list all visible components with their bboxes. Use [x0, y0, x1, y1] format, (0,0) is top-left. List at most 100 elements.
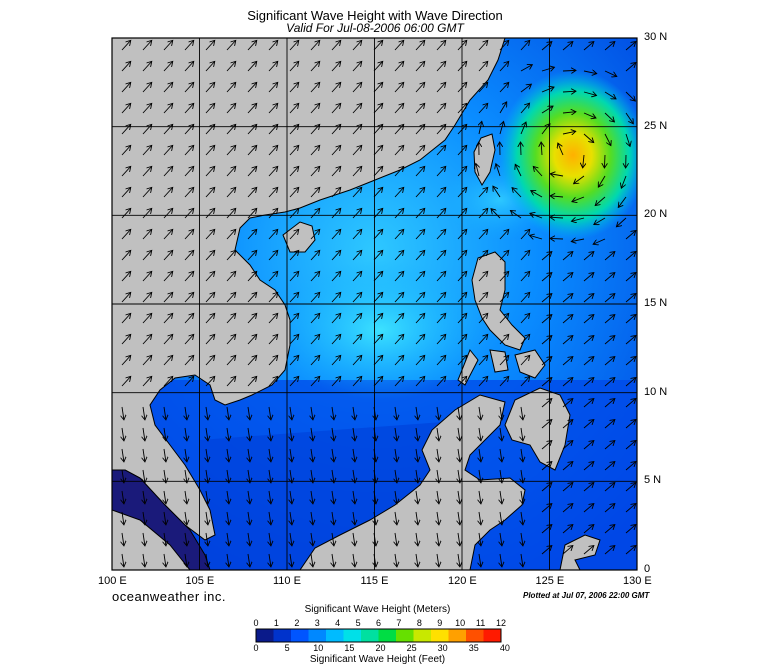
- colorbar-swatch: [448, 629, 467, 642]
- wave-arrow: [415, 208, 425, 219]
- wave-arrow: [184, 250, 194, 261]
- wave-arrow: [520, 376, 530, 387]
- wave-arrow: [226, 166, 236, 177]
- wave-arrow: [604, 483, 615, 492]
- wave-arrow: [500, 427, 502, 441]
- wave-arrow: [352, 355, 362, 366]
- wave-arrow: [247, 355, 257, 366]
- wave-arrow: [520, 84, 531, 93]
- wave-arrow: [436, 292, 446, 303]
- wave-arrow: [290, 427, 292, 441]
- wave-arrow: [184, 187, 194, 198]
- wave-arrow: [583, 315, 594, 324]
- wave-arrow: [268, 334, 278, 345]
- wave-arrow: [416, 427, 418, 441]
- wave-arrow: [500, 469, 502, 483]
- lat-tick-label: 0: [644, 563, 651, 575]
- wave-arrow: [437, 490, 439, 504]
- wave-arrow: [268, 166, 278, 177]
- colorbar-title-meters: Significant Wave Height (Meters): [304, 604, 451, 615]
- wave-arrow: [562, 336, 573, 345]
- wave-arrow: [184, 208, 194, 219]
- wave-arrow: [510, 210, 522, 219]
- wave-arrow: [269, 406, 271, 420]
- wave-arrow: [499, 102, 507, 114]
- wave-arrow: [457, 292, 467, 303]
- wave-arrow: [604, 273, 615, 282]
- wave-arrow: [206, 427, 208, 441]
- wave-arrow: [437, 448, 439, 462]
- wave-arrow: [352, 103, 362, 114]
- wave-arrow: [352, 292, 362, 303]
- wave-arrow: [184, 124, 194, 135]
- wave-arrow: [247, 145, 257, 156]
- wave-arrow: [331, 229, 341, 240]
- wave-arrow: [583, 92, 597, 95]
- wave-arrow: [416, 469, 418, 483]
- wave-arrow: [374, 469, 376, 483]
- wave-arrow: [625, 504, 636, 513]
- wave-arrow: [185, 448, 187, 462]
- wave-arrow: [352, 187, 362, 198]
- wave-arrow: [479, 469, 481, 483]
- wave-arrow: [352, 376, 362, 387]
- wave-arrow: [625, 483, 636, 492]
- wave-arrow: [269, 448, 271, 462]
- wave-arrow: [121, 61, 131, 72]
- wave-maximum: [498, 70, 637, 240]
- wave-arrow: [604, 336, 615, 345]
- wave-arrow: [353, 448, 355, 462]
- wave-arrow: [394, 250, 404, 261]
- wave-arrow: [121, 82, 131, 93]
- wave-arrow: [310, 103, 320, 114]
- wave-arrow: [457, 313, 467, 324]
- colorbar-swatch: [413, 629, 432, 642]
- wave-arrow: [373, 82, 383, 93]
- wave-arrow: [226, 145, 236, 156]
- chart-subtitle: Valid For Jul-08-2006 06:00 GMT: [286, 21, 464, 35]
- colorbar-swatch: [396, 629, 414, 642]
- wave-arrow: [142, 61, 152, 72]
- lon-tick-label: 130 E: [623, 575, 652, 587]
- colorbar-meter-tick: 7: [396, 618, 401, 628]
- wave-arrow: [562, 357, 573, 366]
- wave-arrow: [625, 336, 636, 345]
- wave-arrow: [416, 532, 418, 546]
- wave-arrow: [541, 142, 542, 156]
- wave-arrow: [205, 61, 215, 72]
- lon-tick-label: 120 E: [448, 575, 477, 587]
- wave-arrow: [437, 553, 439, 567]
- wave-arrow: [205, 103, 215, 114]
- wave-arrow: [226, 82, 236, 93]
- colorbar-swatch: [256, 629, 274, 642]
- wave-arrow: [121, 376, 131, 387]
- wave-arrow: [583, 112, 596, 118]
- wave-arrow: [310, 313, 320, 324]
- wave-arrow: [163, 82, 173, 93]
- colorbar-title-feet: Significant Wave Height (Feet): [309, 654, 446, 665]
- wave-arrow: [478, 250, 488, 261]
- wave-arrow: [373, 292, 383, 303]
- wave-arrow: [331, 103, 341, 114]
- wave-arrow: [268, 40, 278, 51]
- wave-arrow: [142, 103, 152, 114]
- lon-tick-label: 110 E: [273, 575, 301, 587]
- wave-arrow: [289, 166, 299, 177]
- wave-arrow: [163, 376, 173, 387]
- wave-arrow: [436, 250, 446, 261]
- wave-arrow: [583, 357, 594, 366]
- wave-arrow: [415, 61, 425, 72]
- wave-arrow: [331, 313, 341, 324]
- wave-arrow: [206, 532, 208, 546]
- wave-arrow: [290, 490, 292, 504]
- wave-arrow: [247, 82, 257, 93]
- wave-arrow: [436, 313, 446, 324]
- wave-arrow: [499, 355, 509, 366]
- wave-arrow: [164, 532, 166, 546]
- wave-arrow: [331, 376, 341, 387]
- wave-arrow: [604, 294, 615, 303]
- wave-arrow: [457, 124, 467, 135]
- wave-arrow: [122, 532, 124, 546]
- wave-arrow: [604, 357, 615, 366]
- wave-arrow: [621, 175, 627, 188]
